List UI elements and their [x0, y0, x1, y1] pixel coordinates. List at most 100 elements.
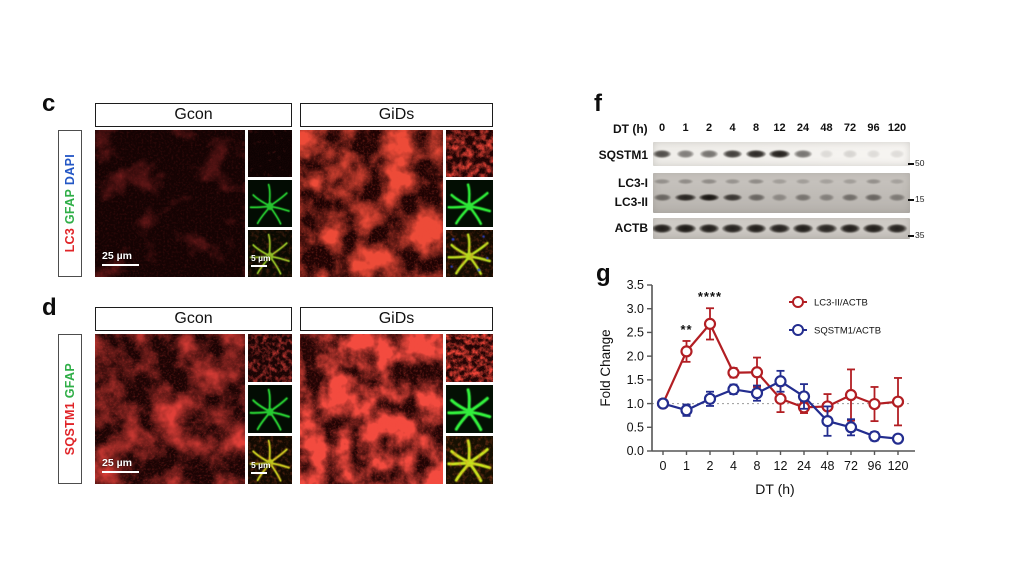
blot-band [819, 150, 834, 159]
inset-merge [446, 436, 493, 484]
blot-band [769, 150, 790, 159]
y-tick-label: 0.5 [627, 420, 644, 434]
blot-band [889, 178, 905, 184]
scale-bar [102, 471, 139, 473]
y-tick-label: 2.0 [627, 349, 644, 363]
column-header-text: GiDs [378, 310, 415, 327]
panel-c-gcon-inset-column [248, 130, 292, 277]
panel-d-gcon-micrograph [95, 334, 245, 484]
panel-c-header-gids: GiDs [300, 103, 493, 127]
blot-band [794, 194, 812, 202]
inset-merge [446, 230, 493, 277]
panel-d-header-gcon: Gcon [95, 307, 292, 331]
blot-band [698, 194, 720, 202]
blot-band [772, 178, 787, 184]
inset-red-channel [248, 130, 292, 177]
panel-d-header-gids: GiDs [300, 307, 493, 331]
channel-label: SQSTM1 [63, 401, 77, 456]
significance-label: **** [698, 289, 722, 304]
blot-band [653, 224, 673, 233]
inset-merge [248, 436, 292, 484]
column-header-text: GiDs [378, 106, 415, 123]
legend-label: SQSTM1/ACTB [814, 326, 881, 337]
blot-band [888, 194, 905, 202]
blot-band [866, 150, 881, 159]
chart-point [727, 383, 740, 396]
chart-point [656, 397, 670, 410]
blot-band [816, 224, 837, 233]
blot-band [819, 178, 834, 184]
marker-value: 35 [915, 230, 925, 240]
significance-label: ** [680, 322, 692, 337]
chart-point [891, 432, 905, 445]
lane-header: DT (h) [613, 122, 648, 136]
chart-point [891, 395, 905, 408]
panel-c-gids-micrograph [300, 130, 443, 277]
blot-band [698, 224, 720, 233]
inset-gfap-channel [446, 180, 493, 227]
blot-band [841, 194, 859, 202]
blot-band [769, 224, 790, 233]
blot-band [724, 178, 741, 184]
column-header-text: Gcon [174, 310, 213, 327]
blot-band [794, 150, 812, 159]
chart-point [703, 392, 717, 405]
panel-c-header-gcon: Gcon [95, 103, 292, 127]
blot-band [886, 224, 908, 233]
blot-band [842, 178, 858, 184]
y-tick-label: 3.5 [627, 278, 644, 292]
blot-row-label-sqstm1: SQSTM1 [598, 148, 648, 162]
marker-value: 15 [915, 194, 925, 204]
blot-band [700, 150, 718, 159]
lane-label: 2 [705, 122, 713, 134]
marker-value: 50 [915, 158, 925, 168]
chart-point [774, 375, 787, 388]
blot-band [863, 224, 884, 233]
marker-tick [908, 162, 914, 165]
blot-band [653, 194, 671, 202]
lane-labels: 0 1 2 4 8 12 24 48 72 96 120 [653, 122, 910, 136]
x-tick-label: 24 [797, 459, 811, 473]
chart-point [750, 387, 764, 400]
blot-band [677, 178, 694, 184]
blot-strip-lc3 [653, 173, 910, 213]
inset-gfap-channel [446, 385, 493, 433]
y-tick-label: 0.0 [627, 444, 644, 458]
panel-c-gcon-micrograph [95, 130, 245, 277]
x-tick-label: 120 [888, 459, 909, 473]
blot-band [842, 150, 857, 159]
chart-point [774, 392, 787, 405]
x-axis-title: DT (h) [755, 481, 794, 497]
lane-label: 4 [729, 122, 736, 134]
fold-change-chart: 0.00.51.01.52.02.53.03.50 1 2 4 8 12 24 48 72 96 1… [598, 278, 915, 497]
panel-c-channel-label-box: LC3 GFAP DAPI [58, 130, 82, 277]
blot-band [675, 194, 696, 202]
blot-band [865, 194, 882, 202]
lane-label: 1 [682, 122, 689, 134]
channel-label: GFAP [63, 362, 77, 399]
blot-band [771, 194, 788, 202]
panel-c-label: c [42, 90, 56, 117]
inset-gfap-channel [248, 180, 292, 227]
lane-label: 96 [867, 122, 880, 134]
x-tick-label: 2 [707, 459, 714, 473]
chart-point [703, 317, 717, 330]
scale-label-5um: 5 µm [251, 253, 271, 263]
scale-label-25um: 25 µm [102, 457, 132, 469]
blot-band [677, 150, 694, 159]
x-tick-label: 12 [774, 459, 788, 473]
blot-band [722, 194, 743, 202]
scale-label-25um: 25 µm [102, 250, 132, 262]
marker-tick [908, 234, 914, 237]
x-tick-label: 48 [821, 459, 835, 473]
y-tick-label: 3.0 [627, 302, 644, 316]
blot-band [701, 178, 717, 184]
blot-band [654, 178, 670, 184]
chart-point [680, 404, 693, 417]
panel-c-gids-inset-column [446, 130, 493, 277]
panel-g-label: g [596, 260, 611, 287]
chart-point [797, 390, 811, 403]
legend-marker [792, 324, 804, 336]
blot-band [745, 150, 766, 159]
blot-strip-sqstm1 [653, 142, 910, 166]
